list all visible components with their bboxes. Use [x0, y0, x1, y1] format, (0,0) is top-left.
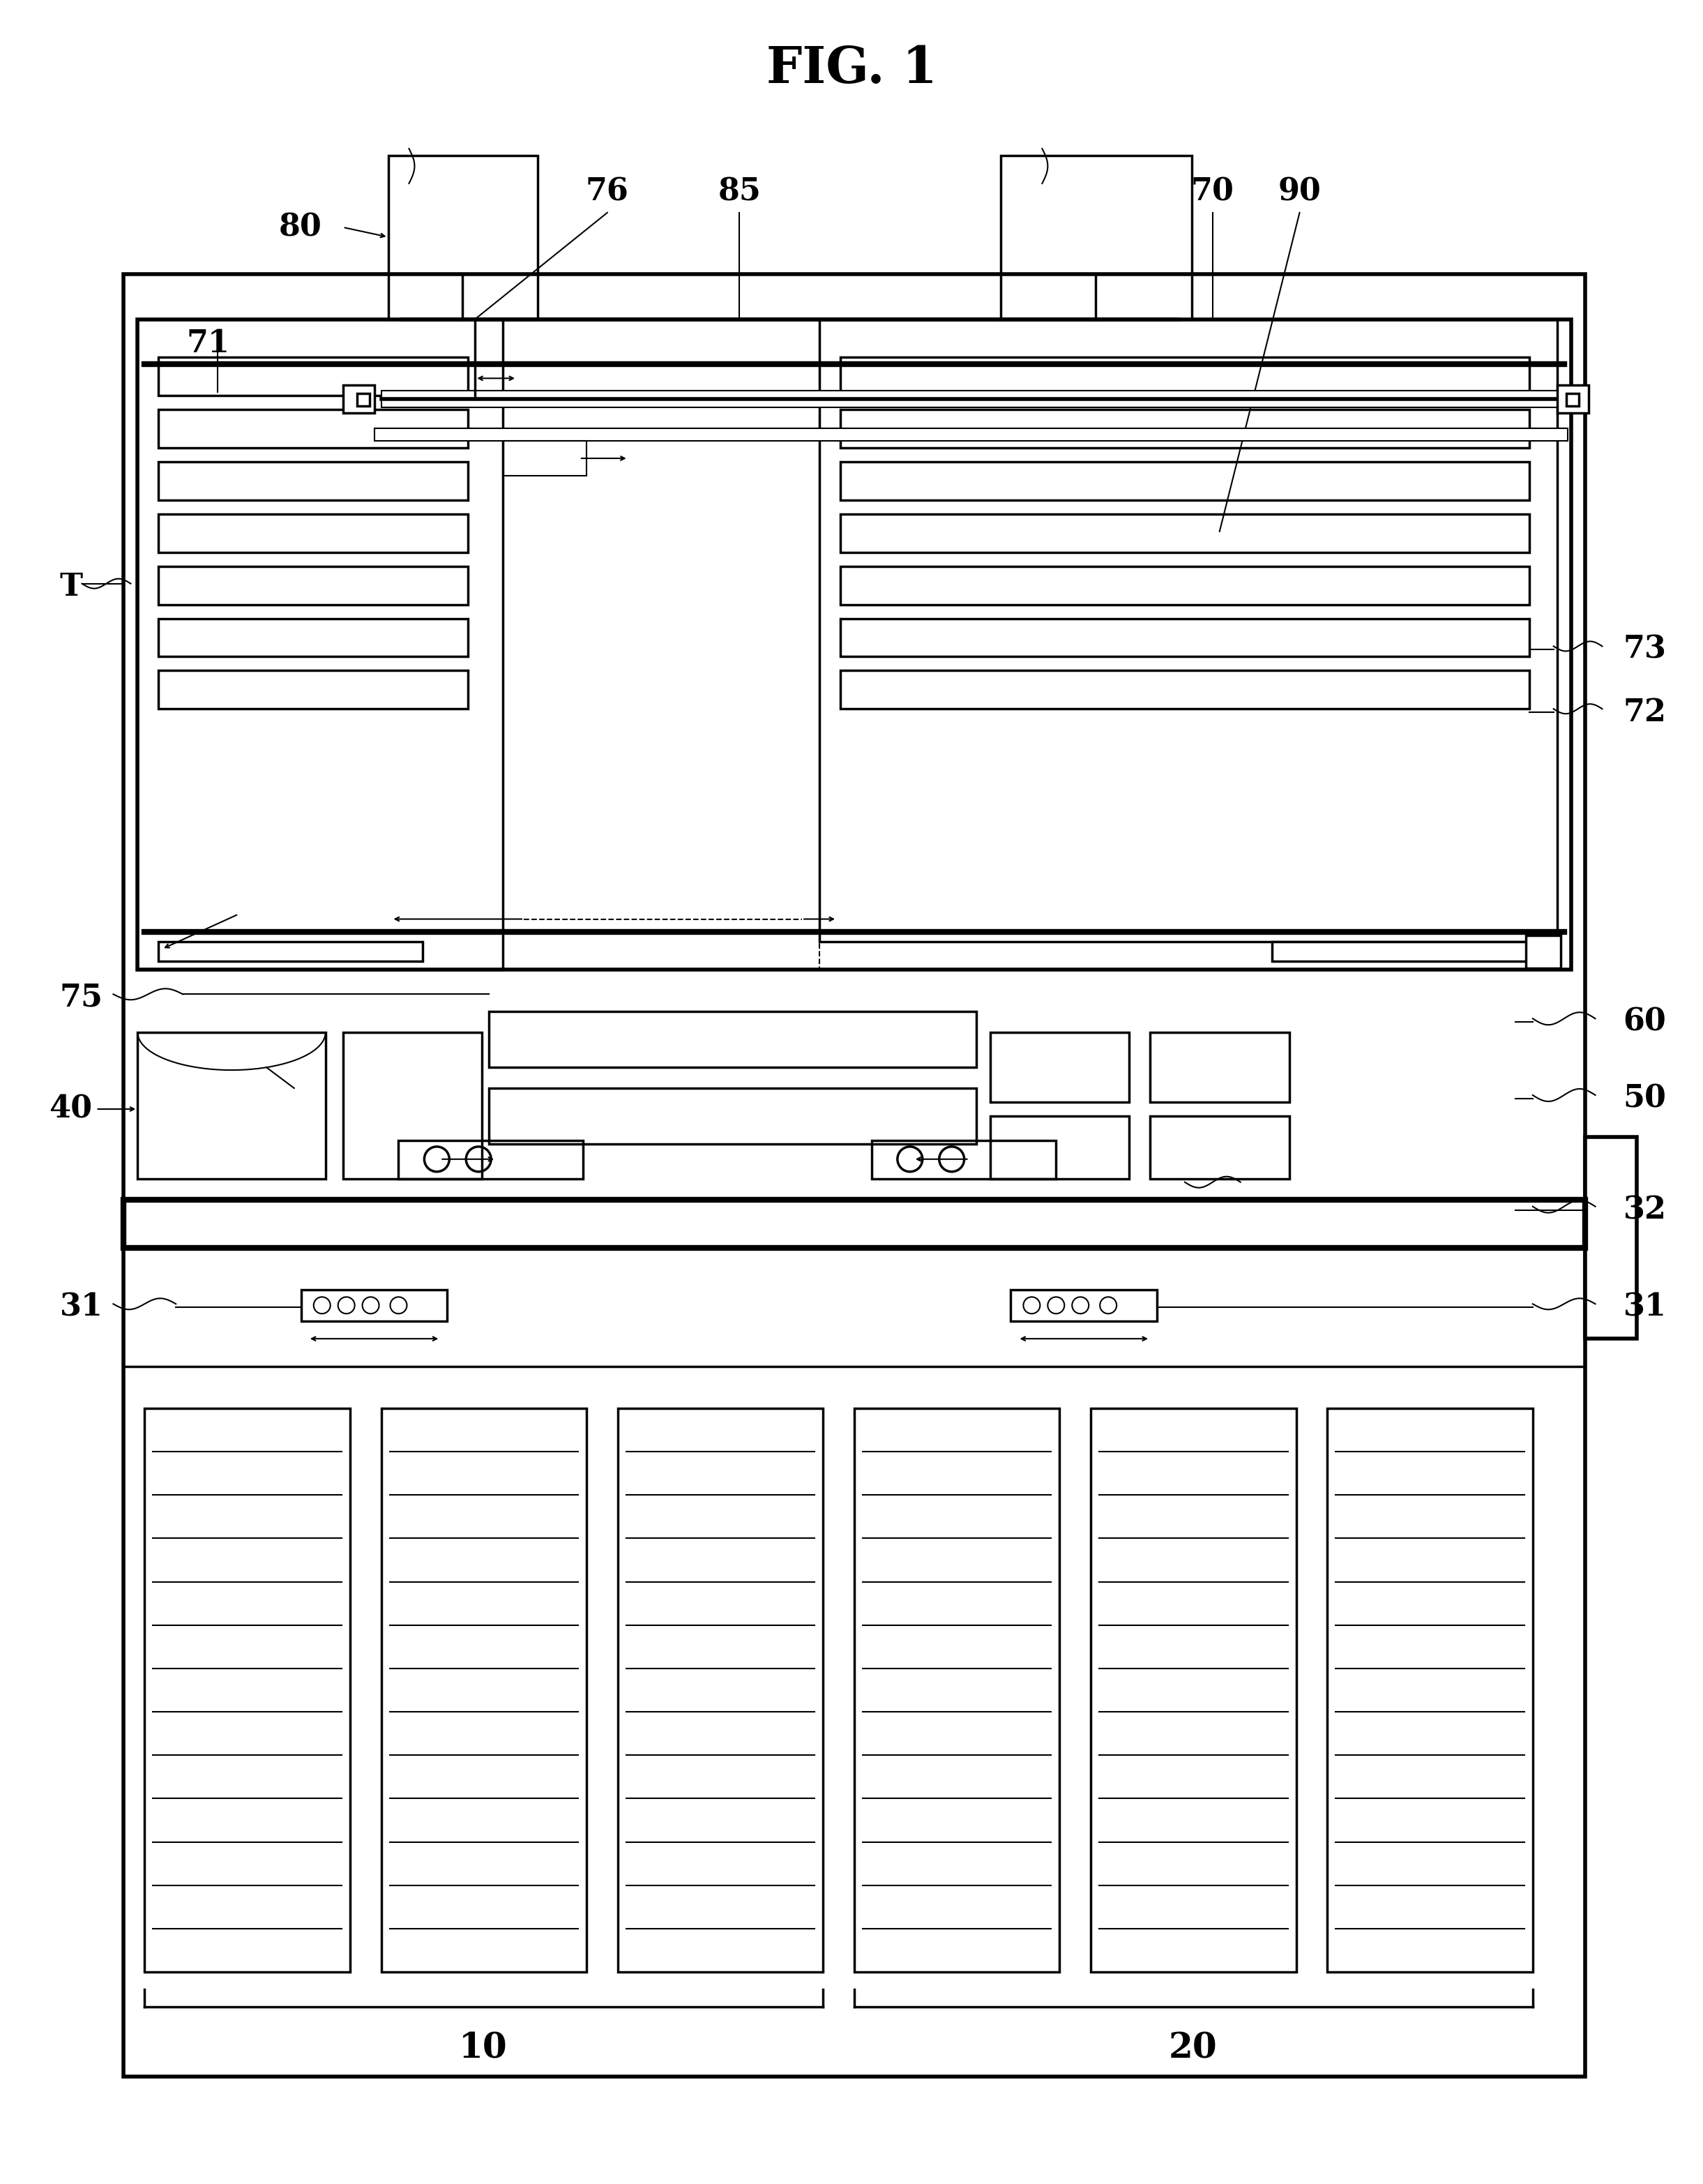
- Bar: [1092, 1409, 1296, 1972]
- Text: 72: 72: [1623, 697, 1666, 727]
- Bar: [840, 358, 1529, 395]
- Bar: [840, 513, 1529, 553]
- Bar: [1327, 1409, 1533, 1972]
- Bar: [158, 618, 468, 657]
- Bar: [989, 1033, 1129, 1103]
- Bar: [301, 1291, 448, 1321]
- Bar: [381, 1409, 586, 1972]
- Bar: [840, 566, 1529, 605]
- Bar: [1012, 1291, 1156, 1321]
- Bar: [502, 441, 586, 476]
- Bar: [358, 393, 370, 406]
- Bar: [840, 670, 1529, 710]
- Bar: [819, 319, 1557, 941]
- Bar: [1585, 1138, 1637, 1339]
- Text: 10: 10: [460, 2031, 507, 2066]
- Bar: [381, 391, 1560, 408]
- Text: 73: 73: [1623, 636, 1666, 664]
- Bar: [124, 273, 1585, 2077]
- Bar: [1567, 393, 1579, 406]
- Bar: [138, 319, 1570, 970]
- Bar: [138, 319, 502, 970]
- Bar: [840, 411, 1529, 448]
- Bar: [855, 1409, 1059, 1972]
- Text: 70: 70: [1190, 177, 1235, 207]
- Bar: [158, 566, 468, 605]
- Bar: [124, 1199, 1585, 1249]
- Bar: [840, 618, 1529, 657]
- Text: T: T: [60, 572, 83, 603]
- Bar: [1272, 941, 1536, 961]
- Text: 31: 31: [1623, 1293, 1666, 1321]
- Bar: [158, 941, 422, 961]
- Bar: [388, 155, 538, 319]
- Text: 20: 20: [1168, 2031, 1218, 2066]
- Bar: [872, 1140, 1056, 1179]
- Text: 60: 60: [1623, 1007, 1666, 1037]
- Bar: [618, 1409, 823, 1972]
- Bar: [158, 670, 468, 710]
- Text: 76: 76: [586, 177, 628, 207]
- Bar: [989, 1116, 1129, 1179]
- Text: FIG. 1: FIG. 1: [766, 44, 937, 94]
- Text: 80: 80: [279, 212, 322, 242]
- Bar: [1150, 1116, 1289, 1179]
- Bar: [158, 461, 468, 500]
- Bar: [1557, 384, 1589, 413]
- Bar: [489, 1088, 976, 1144]
- Text: 31: 31: [60, 1293, 102, 1321]
- Bar: [145, 1409, 349, 1972]
- Bar: [840, 461, 1529, 500]
- Bar: [375, 428, 1567, 441]
- Text: 40: 40: [49, 1094, 92, 1125]
- Bar: [399, 1140, 582, 1179]
- Bar: [158, 358, 468, 395]
- Text: 90: 90: [1277, 177, 1322, 207]
- Bar: [158, 411, 468, 448]
- Bar: [1000, 155, 1192, 319]
- Bar: [342, 1033, 482, 1179]
- Text: 32: 32: [1623, 1195, 1666, 1225]
- Bar: [489, 1011, 976, 1068]
- Bar: [158, 513, 468, 553]
- Bar: [1526, 935, 1560, 968]
- Text: 71: 71: [186, 328, 230, 358]
- Bar: [1150, 1033, 1289, 1103]
- Text: 75: 75: [60, 983, 102, 1013]
- Text: 50: 50: [1623, 1083, 1666, 1114]
- Bar: [342, 384, 375, 413]
- Text: 85: 85: [719, 177, 761, 207]
- Bar: [138, 1033, 325, 1179]
